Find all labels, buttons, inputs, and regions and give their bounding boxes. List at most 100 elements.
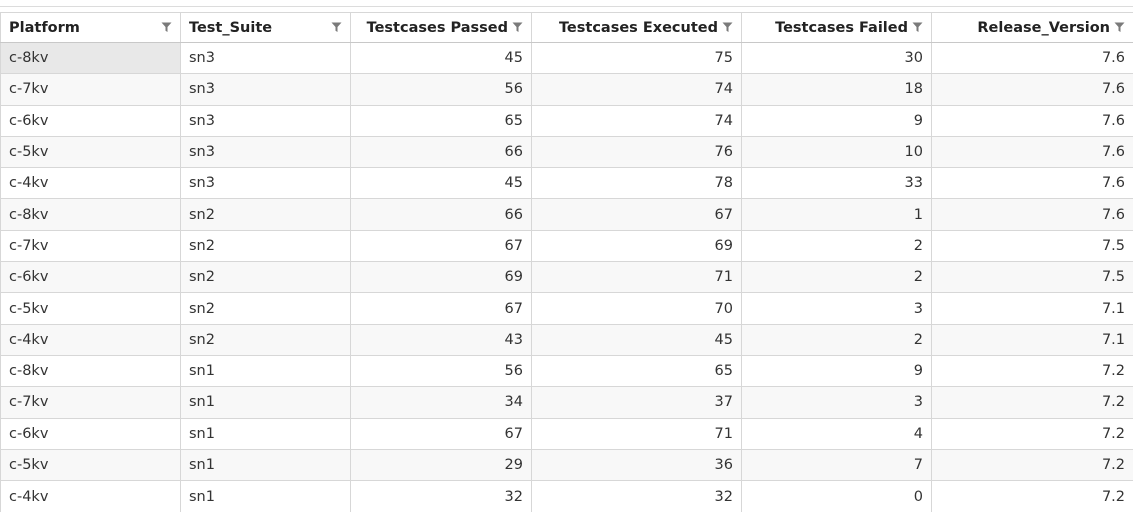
table-cell[interactable]: 70 [531, 292, 742, 325]
table-cell[interactable]: 69 [531, 230, 742, 263]
table-cell[interactable]: 29 [350, 449, 532, 482]
table-cell[interactable]: 33 [741, 167, 932, 200]
filter-funnel-icon[interactable] [512, 22, 523, 33]
table-cell[interactable]: c-4kv [0, 167, 181, 200]
column-header-test-suite[interactable]: Test_Suite [180, 12, 351, 43]
table-row[interactable]: c-8kv sn2 66 67 1 7.6 [0, 198, 1133, 231]
table-cell[interactable]: 3 [741, 386, 932, 419]
table-cell[interactable]: 69 [350, 261, 532, 294]
table-row[interactable]: c-5kv sn2 67 70 3 7.1 [0, 292, 1133, 325]
filter-funnel-icon[interactable] [161, 22, 172, 33]
table-cell[interactable]: c-7kv [0, 386, 181, 419]
table-cell[interactable]: sn3 [180, 167, 351, 200]
table-cell[interactable]: 9 [741, 355, 932, 388]
table-cell[interactable]: 7.2 [931, 418, 1133, 450]
table-cell[interactable]: 7.6 [931, 105, 1133, 137]
table-cell[interactable]: sn1 [180, 355, 351, 388]
table-cell[interactable]: 56 [350, 73, 532, 106]
table-cell[interactable]: 37 [531, 386, 742, 419]
table-cell[interactable]: 7.2 [931, 480, 1133, 512]
table-row[interactable]: c-5kv sn1 29 36 7 7.2 [0, 449, 1133, 482]
table-row[interactable]: c-6kv sn2 69 71 2 7.5 [0, 261, 1133, 294]
table-cell[interactable]: 32 [350, 480, 532, 512]
filter-funnel-icon[interactable] [912, 22, 923, 33]
table-cell[interactable]: 74 [531, 105, 742, 137]
table-row[interactable]: c-8kv sn3 45 75 30 7.6 [0, 42, 1133, 75]
table-cell[interactable]: sn2 [180, 198, 351, 231]
table-cell[interactable]: 75 [531, 42, 742, 75]
table-cell[interactable]: sn1 [180, 449, 351, 482]
table-cell[interactable]: 7.6 [931, 198, 1133, 231]
table-row[interactable]: c-6kv sn3 65 74 9 7.6 [0, 105, 1133, 137]
table-row[interactable]: c-5kv sn3 66 76 10 7.6 [0, 136, 1133, 169]
table-cell[interactable]: c-8kv [0, 355, 181, 388]
table-cell[interactable]: c-7kv [0, 230, 181, 263]
table-cell[interactable]: sn2 [180, 324, 351, 356]
column-header-testcases-passed[interactable]: Testcases Passed [350, 12, 532, 43]
table-cell[interactable]: 10 [741, 136, 932, 169]
table-cell[interactable]: 7.6 [931, 42, 1133, 75]
table-cell[interactable]: 45 [350, 167, 532, 200]
table-cell[interactable]: 2 [741, 261, 932, 294]
table-row[interactable]: c-8kv sn1 56 65 9 7.2 [0, 355, 1133, 388]
filter-funnel-icon[interactable] [331, 22, 342, 33]
column-header-release-version[interactable]: Release_Version [931, 12, 1133, 43]
table-cell[interactable]: 4 [741, 418, 932, 450]
table-cell[interactable]: sn2 [180, 230, 351, 263]
table-cell[interactable]: 78 [531, 167, 742, 200]
table-cell[interactable]: 34 [350, 386, 532, 419]
table-cell[interactable]: 7.1 [931, 292, 1133, 325]
table-cell[interactable]: sn3 [180, 73, 351, 106]
table-cell[interactable]: 67 [350, 292, 532, 325]
table-cell[interactable]: 74 [531, 73, 742, 106]
column-header-testcases-executed[interactable]: Testcases Executed [531, 12, 742, 43]
table-row[interactable]: c-6kv sn1 67 71 4 7.2 [0, 418, 1133, 450]
table-cell[interactable]: 7 [741, 449, 932, 482]
table-cell[interactable]: c-6kv [0, 418, 181, 450]
table-cell[interactable]: 32 [531, 480, 742, 512]
table-cell[interactable]: 36 [531, 449, 742, 482]
table-cell[interactable]: 7.6 [931, 136, 1133, 169]
table-cell[interactable]: c-4kv [0, 480, 181, 512]
table-cell[interactable]: sn3 [180, 136, 351, 169]
table-cell[interactable]: 7.5 [931, 230, 1133, 263]
table-cell[interactable]: 7.1 [931, 324, 1133, 356]
table-cell[interactable]: 9 [741, 105, 932, 137]
table-row[interactable]: c-7kv sn1 34 37 3 7.2 [0, 386, 1133, 419]
table-cell[interactable]: 1 [741, 198, 932, 231]
table-cell[interactable]: 7.6 [931, 167, 1133, 200]
table-cell[interactable]: c-5kv [0, 449, 181, 482]
table-cell[interactable]: 7.2 [931, 449, 1133, 482]
table-cell[interactable]: c-6kv [0, 261, 181, 294]
table-cell[interactable]: 66 [350, 136, 532, 169]
table-cell[interactable]: c-5kv [0, 136, 181, 169]
table-row[interactable]: c-4kv sn2 43 45 2 7.1 [0, 324, 1133, 356]
table-cell[interactable]: c-8kv [0, 198, 181, 231]
table-cell[interactable]: 2 [741, 324, 932, 356]
table-cell[interactable]: 67 [350, 230, 532, 263]
table-cell[interactable]: sn1 [180, 480, 351, 512]
table-cell[interactable]: c-8kv [0, 42, 181, 75]
table-cell[interactable]: 45 [531, 324, 742, 356]
table-cell[interactable]: 76 [531, 136, 742, 169]
table-cell[interactable]: c-4kv [0, 324, 181, 356]
table-cell[interactable]: 71 [531, 418, 742, 450]
table-cell[interactable]: 66 [350, 198, 532, 231]
table-cell[interactable]: c-7kv [0, 73, 181, 106]
table-cell[interactable]: sn1 [180, 418, 351, 450]
table-row[interactable]: c-4kv sn3 45 78 33 7.6 [0, 167, 1133, 200]
table-cell[interactable]: sn3 [180, 105, 351, 137]
table-row[interactable]: c-7kv sn3 56 74 18 7.6 [0, 73, 1133, 106]
table-cell[interactable]: sn2 [180, 292, 351, 325]
table-cell[interactable]: 30 [741, 42, 932, 75]
table-cell[interactable]: 7.5 [931, 261, 1133, 294]
column-header-testcases-failed[interactable]: Testcases Failed [741, 12, 932, 43]
table-row[interactable]: c-7kv sn2 67 69 2 7.5 [0, 230, 1133, 263]
table-cell[interactable]: 7.6 [931, 73, 1133, 106]
table-cell[interactable]: c-5kv [0, 292, 181, 325]
table-cell[interactable]: 43 [350, 324, 532, 356]
column-header-platform[interactable]: Platform [0, 12, 181, 43]
table-cell[interactable]: 3 [741, 292, 932, 325]
table-cell[interactable]: sn1 [180, 386, 351, 419]
table-cell[interactable]: c-6kv [0, 105, 181, 137]
